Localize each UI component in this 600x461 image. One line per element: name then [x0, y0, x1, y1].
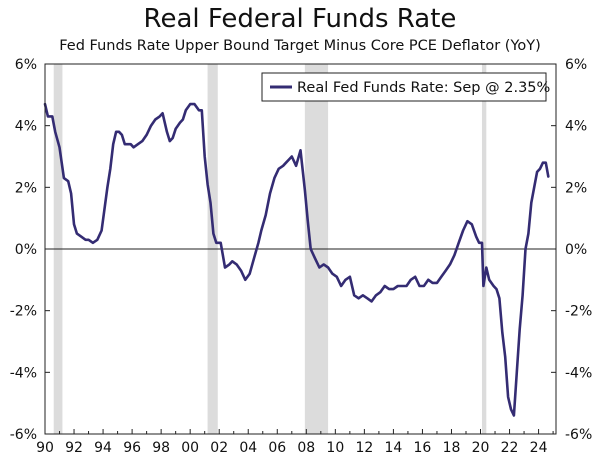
x-tick-label: 18: [443, 440, 461, 456]
y-tick-label-left: 2%: [15, 180, 37, 196]
y-tick-label-right: 6%: [565, 57, 587, 73]
y-tick-label-left: 4%: [15, 119, 37, 135]
x-tick-label: 24: [530, 440, 548, 456]
axis-ticks: 6% 6%4% 4%2% 2%0% 0%-2% -2%-4% -4%-6% -6%90 92 94…: [10, 57, 593, 456]
x-tick-label: 16: [414, 440, 432, 456]
x-tick-label: 02: [210, 440, 228, 456]
chart-subtitle: Fed Funds Rate Upper Bound Target Minus …: [59, 38, 541, 54]
x-tick-label: 14: [384, 440, 402, 456]
y-tick-label-right: -4%: [565, 365, 592, 381]
series-layer: [43, 102, 550, 417]
x-tick-label: 94: [94, 440, 112, 456]
x-tick-label: 20: [472, 440, 490, 456]
x-tick-label: 90: [36, 440, 54, 456]
x-tick-label: 98: [152, 440, 170, 456]
y-tick-label-left: -2%: [10, 304, 37, 320]
x-tick-label: 96: [123, 440, 141, 456]
y-tick-label-right: -6%: [565, 427, 592, 443]
legend: Real Fed Funds Rate: Sep @ 2.35%: [261, 72, 550, 102]
x-tick-label: 00: [181, 440, 199, 456]
series-line: [43, 102, 550, 417]
y-tick-label-right: 0%: [565, 242, 587, 258]
x-tick-label: 92: [65, 440, 83, 456]
x-tick-label: 06: [268, 440, 286, 456]
y-tick-label-right: 2%: [565, 180, 587, 196]
legend-box: [261, 72, 547, 102]
y-tick-label-left: 6%: [15, 57, 37, 73]
x-tick-label: 04: [239, 440, 257, 456]
legend-label: Real Fed Funds Rate: Sep @ 2.35%: [297, 80, 550, 96]
x-tick-label: 12: [355, 440, 373, 456]
y-tick-label-left: -6%: [10, 427, 37, 443]
y-tick-label-right: 4%: [565, 119, 587, 135]
x-tick-label: 22: [501, 440, 519, 456]
chart-title: Real Federal Funds Rate: [143, 4, 457, 34]
x-tick-label: 10: [326, 440, 344, 456]
x-tick-label: 08: [297, 440, 315, 456]
y-tick-label-right: -2%: [565, 304, 592, 320]
y-tick-label-left: -4%: [10, 365, 37, 381]
y-tick-label-left: 0%: [15, 242, 37, 258]
